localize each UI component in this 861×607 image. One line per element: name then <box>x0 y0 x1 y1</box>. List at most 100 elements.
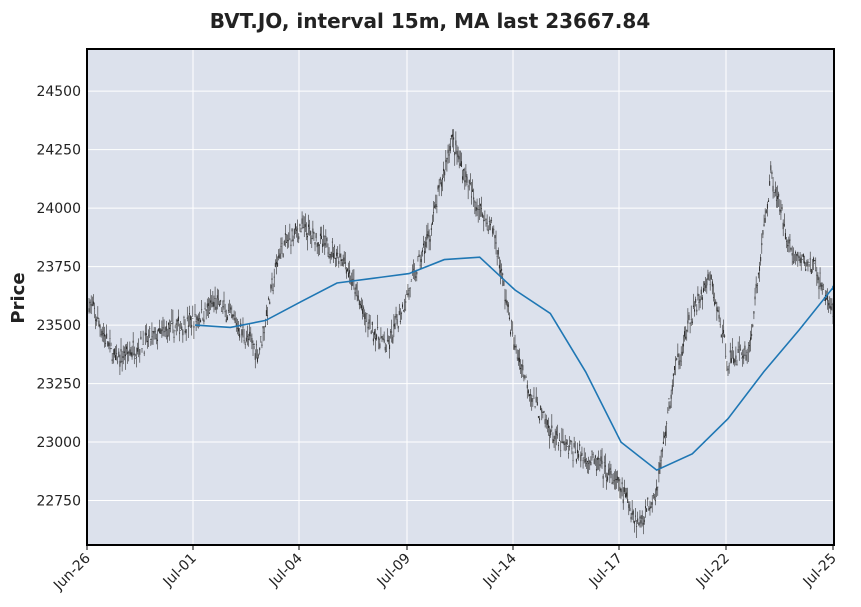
candle-body <box>162 327 164 329</box>
candle-body <box>728 365 730 367</box>
candle-body <box>675 359 677 361</box>
candle-body <box>694 309 696 312</box>
candle-body <box>745 354 747 361</box>
candle-body <box>348 272 350 277</box>
candle-body <box>434 205 436 209</box>
candle-body <box>155 338 157 340</box>
candle-body <box>808 262 810 263</box>
candle-body <box>600 456 602 462</box>
candle-body <box>486 222 488 224</box>
candle-body <box>805 268 807 271</box>
candle-body <box>504 299 506 301</box>
candle-body <box>91 304 93 306</box>
candle-body <box>230 307 232 310</box>
candle-body <box>690 319 692 320</box>
candle-body <box>797 251 799 257</box>
candle-body <box>804 261 806 264</box>
candle-body <box>742 355 744 358</box>
candle-body <box>161 329 163 331</box>
candle-body <box>590 462 592 466</box>
candle-body <box>779 209 781 212</box>
candle-body <box>771 172 773 175</box>
candle-body <box>476 207 478 210</box>
candle-body <box>327 252 329 254</box>
candle-body <box>819 272 821 274</box>
candle-body <box>331 241 333 243</box>
candle-body <box>407 293 409 296</box>
candle-body <box>782 222 784 230</box>
candle-body <box>274 262 276 268</box>
candle-body <box>312 228 314 233</box>
candle-body <box>188 313 190 315</box>
candle-body <box>248 338 250 340</box>
candle-body <box>99 325 101 329</box>
candle-body <box>272 290 274 291</box>
candle-body <box>792 261 794 263</box>
candle-body <box>450 134 452 138</box>
candle-body <box>498 264 500 269</box>
candle-body <box>613 480 615 482</box>
candle-body <box>232 314 234 317</box>
candle-body <box>601 460 603 465</box>
candle-body <box>262 326 264 329</box>
candle-body <box>406 294 408 295</box>
candle-body <box>550 430 552 436</box>
candle-body <box>810 268 812 275</box>
candle-body <box>424 250 426 254</box>
candle-body <box>373 331 375 335</box>
candle-body <box>258 355 260 357</box>
candle-body <box>332 253 334 259</box>
candle-body <box>196 316 198 320</box>
candle-body <box>775 199 777 201</box>
candle-body <box>522 365 524 371</box>
candle-body <box>217 298 219 300</box>
candle-body <box>458 156 460 160</box>
candle-body <box>314 241 316 245</box>
candle-body <box>479 204 481 206</box>
candle-body <box>472 189 474 192</box>
candle-body <box>631 512 633 515</box>
candle-body <box>774 189 776 193</box>
candle-body <box>367 326 369 329</box>
candle-body <box>321 235 323 240</box>
candle-body <box>131 352 133 358</box>
candle-body <box>736 364 738 365</box>
candle-body <box>454 151 456 156</box>
plot-frame <box>86 48 835 546</box>
candle-body <box>723 329 725 334</box>
candle-body <box>239 333 241 338</box>
candle-body <box>150 338 152 340</box>
candle-body <box>235 322 237 327</box>
candle-body <box>790 247 792 250</box>
candle-body <box>441 177 443 180</box>
y-tick-label: 23750 <box>36 260 81 276</box>
candle-body <box>425 241 427 247</box>
candle-body <box>231 314 233 319</box>
candle-body <box>205 309 207 312</box>
candle-body <box>708 278 710 280</box>
candle-body <box>333 246 335 248</box>
candle-body <box>285 242 287 243</box>
candle-body <box>501 268 503 271</box>
candle-body <box>315 232 317 239</box>
candle-body <box>326 237 328 242</box>
candle-body <box>639 516 641 519</box>
y-grid <box>87 90 834 502</box>
candle-body <box>172 322 174 324</box>
candle-body <box>195 321 197 323</box>
candle-body <box>634 515 636 517</box>
candle-body <box>778 193 780 197</box>
candle-body <box>385 351 387 352</box>
candle-body <box>539 418 541 421</box>
candle-body <box>770 165 772 171</box>
candle-body <box>198 318 200 320</box>
candle-body <box>383 339 385 343</box>
candle-body <box>789 239 791 241</box>
candle-body <box>344 262 346 264</box>
candle-body <box>459 163 461 166</box>
candle-body <box>421 250 423 253</box>
candle-body <box>259 347 261 351</box>
candle-body <box>499 270 501 273</box>
candle-body <box>527 390 529 394</box>
